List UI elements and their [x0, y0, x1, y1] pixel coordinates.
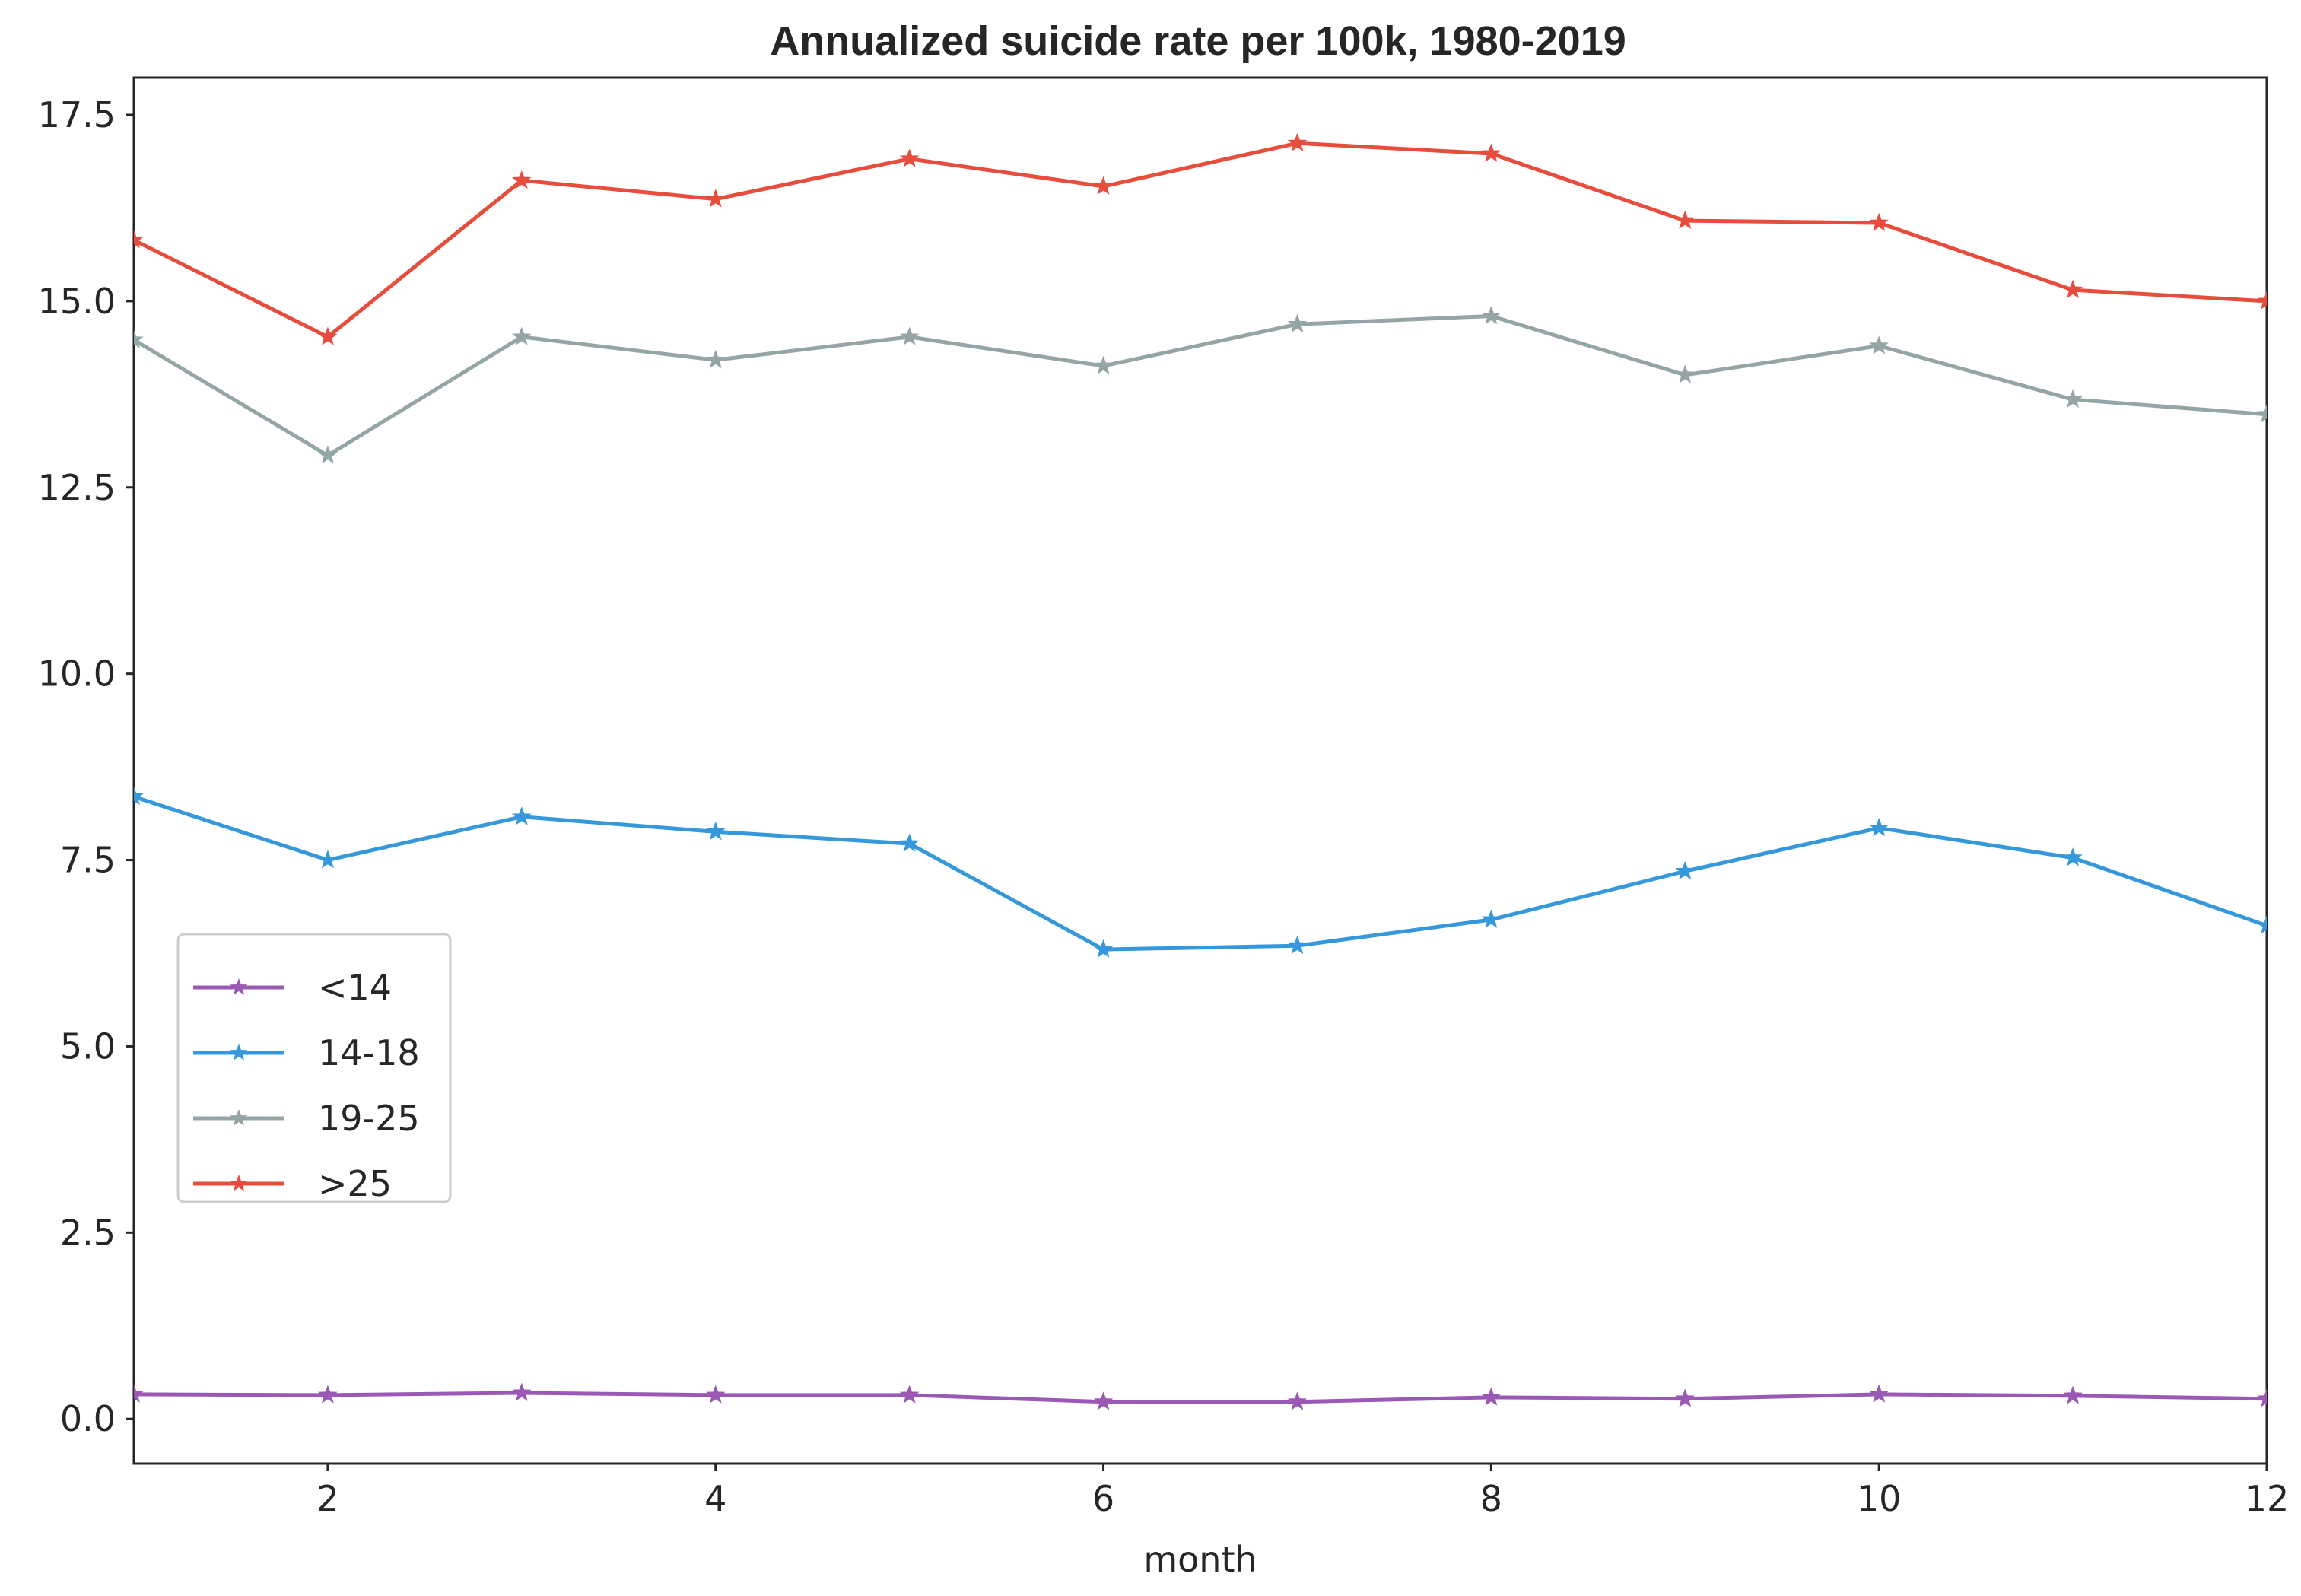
data-point [512, 806, 532, 825]
data-point [1287, 935, 1308, 955]
data-point [705, 1385, 726, 1404]
data-point [1093, 176, 1114, 195]
data-point [1481, 909, 1502, 928]
x-tick-label: 4 [704, 1478, 726, 1519]
data-point [1869, 335, 1889, 354]
data-point [1675, 860, 1696, 880]
x-tick-label: 8 [1480, 1478, 1502, 1519]
series-4 [134, 132, 2267, 345]
series-line [134, 794, 2267, 952]
data-point [1287, 313, 1308, 333]
data-point [2257, 1388, 2267, 1407]
legend: <14 14-18 19-25 >25 [176, 933, 452, 1204]
data-point [1481, 306, 1502, 325]
y-tick-label: 15.0 [38, 281, 116, 322]
legend-marker [230, 1175, 248, 1191]
x-axis-label: month [1143, 1539, 1257, 1580]
data-point [705, 189, 726, 208]
legend-box [176, 933, 452, 1203]
data-point [134, 1384, 144, 1403]
data-point [899, 148, 920, 167]
legend-label: >25 [318, 1163, 392, 1204]
data-point [1287, 132, 1308, 152]
data-point [1675, 364, 1696, 383]
y-tick-label: 5.0 [60, 1025, 116, 1067]
x-tick-label: 2 [316, 1478, 338, 1519]
series-layer [134, 132, 2267, 1410]
y-tick-label: 7.5 [60, 840, 116, 881]
data-point [1869, 1384, 1889, 1403]
data-point [134, 329, 144, 348]
legend-label: 19-25 [318, 1098, 420, 1139]
data-point [1481, 1387, 1502, 1406]
y-tick-label: 17.5 [38, 94, 116, 135]
data-point [1675, 210, 1696, 229]
data-point [1093, 355, 1114, 374]
series-line [134, 141, 2267, 339]
data-point [134, 786, 144, 806]
data-point [1093, 1391, 1114, 1410]
data-point [318, 850, 338, 869]
data-point [2063, 1385, 2083, 1404]
data-point [899, 326, 920, 345]
data-point [512, 170, 532, 189]
legend-label: <14 [318, 967, 392, 1008]
legend-marker [230, 1109, 248, 1126]
series-2 [134, 786, 2267, 958]
y-tick-label: 2.5 [60, 1212, 116, 1253]
x-tick-label: 6 [1092, 1478, 1114, 1519]
data-point [1481, 143, 1502, 162]
data-point [705, 349, 726, 369]
data-point [2257, 291, 2267, 310]
series-1 [134, 1382, 2267, 1410]
data-point [134, 230, 144, 249]
data-point [705, 821, 726, 841]
data-point [318, 445, 338, 464]
data-point [1869, 817, 1889, 837]
y-tick-label: 0.0 [60, 1398, 116, 1439]
data-point [2063, 279, 2083, 299]
plot-frame [132, 76, 2268, 1465]
data-point [2257, 915, 2267, 934]
y-tick-label: 10.0 [38, 653, 116, 695]
x-axis: 2 4 6 8 10 12 [316, 1464, 2289, 1519]
data-point [318, 1385, 338, 1404]
y-axis: 0.0 2.5 5.0 7.5 10.0 12.5 15.0 17.5 [38, 94, 134, 1439]
data-point [1093, 939, 1114, 958]
data-point [1287, 1391, 1308, 1410]
data-point [2063, 847, 2083, 866]
series-line [134, 1391, 2267, 1404]
data-point [2257, 404, 2267, 423]
legend-marker [230, 1044, 248, 1060]
data-point [1675, 1388, 1696, 1407]
data-point [512, 1382, 532, 1401]
chart-title: Annualized suicide rate per 100k, 1980-2… [770, 18, 1626, 64]
data-point [318, 326, 338, 345]
data-point [512, 326, 532, 345]
data-point [1869, 212, 1889, 231]
y-tick-label: 12.5 [38, 467, 116, 508]
x-tick-label: 10 [1857, 1478, 1902, 1519]
series-3 [134, 306, 2267, 464]
data-point [2063, 389, 2083, 409]
legend-label: 14-18 [318, 1032, 420, 1073]
data-point [899, 833, 920, 852]
series-line [134, 313, 2267, 458]
data-point [899, 1385, 920, 1404]
x-tick-label: 12 [2245, 1478, 2290, 1519]
legend-marker [230, 978, 248, 995]
